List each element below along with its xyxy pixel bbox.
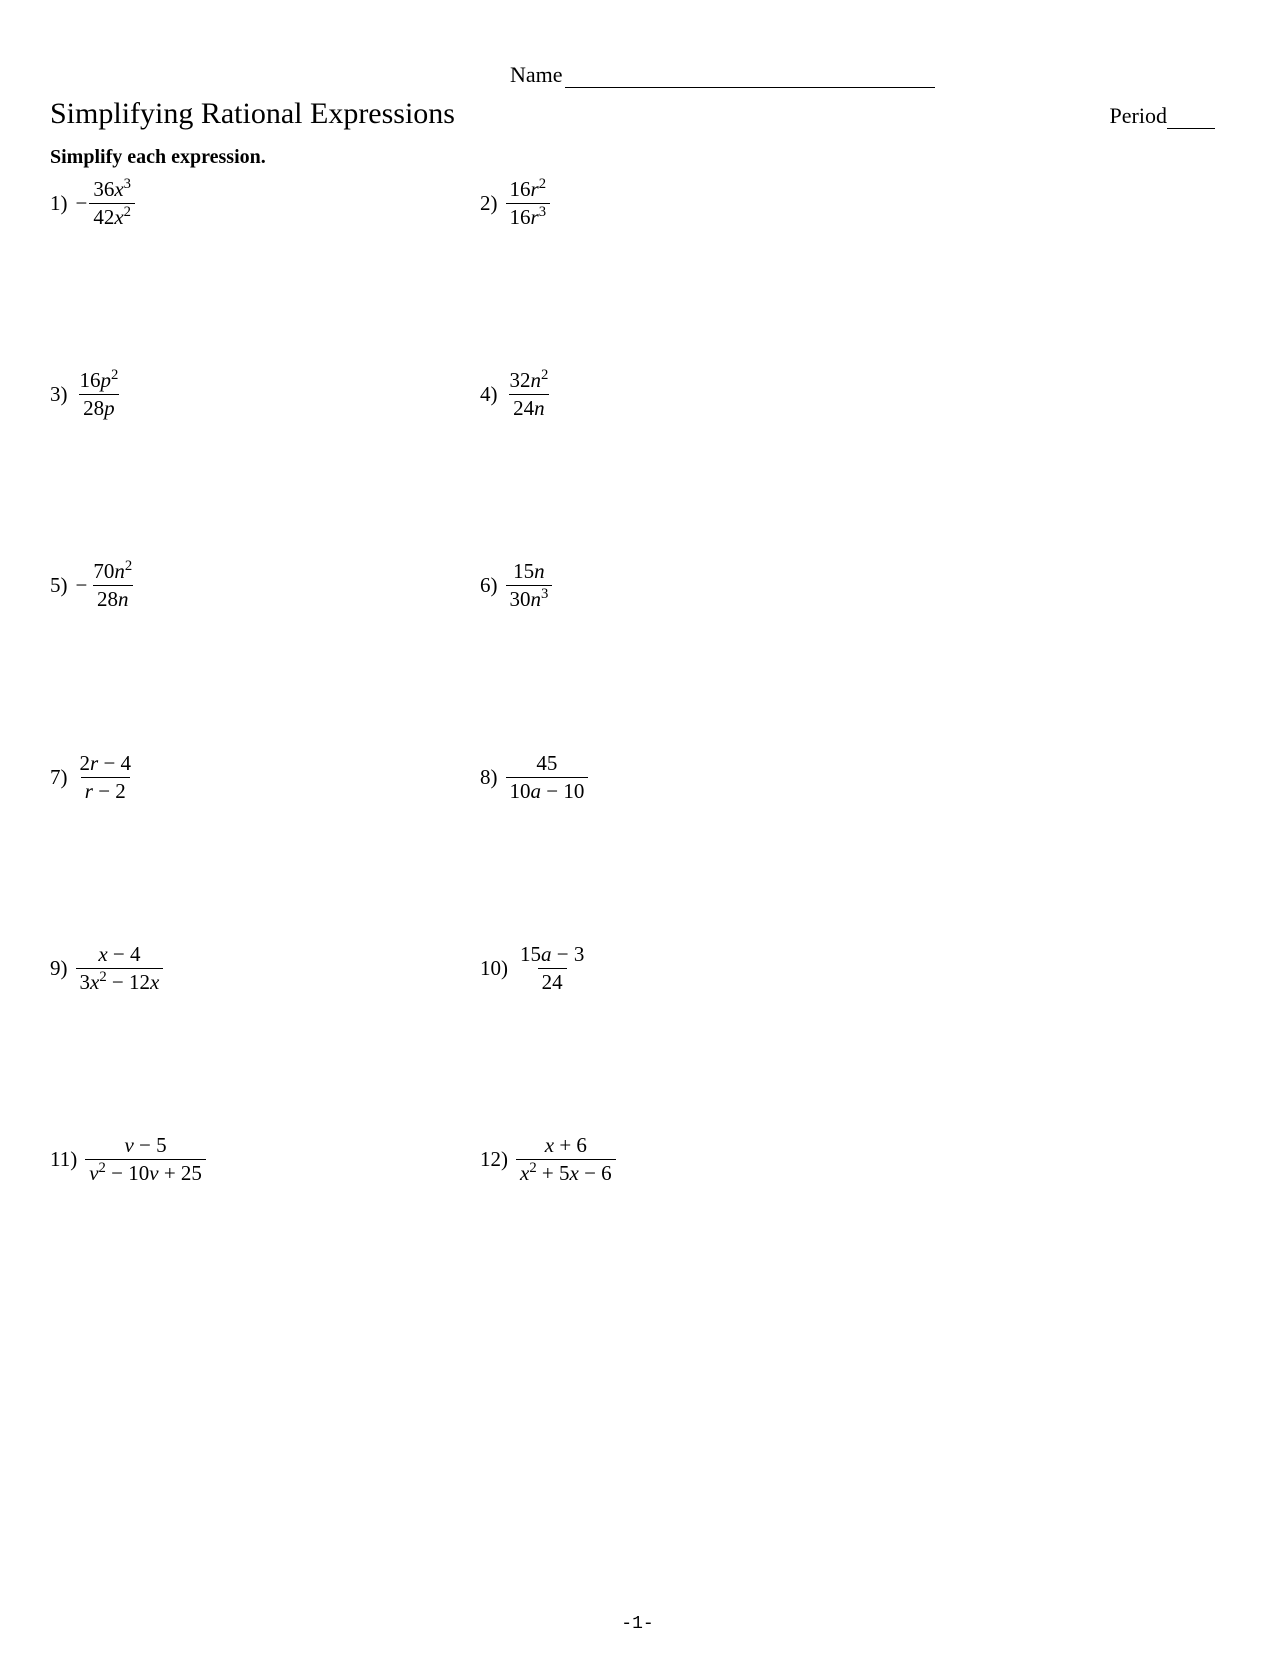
fraction: x − 43x2 − 12x bbox=[76, 943, 164, 994]
problem: 2) 16r216r3 bbox=[480, 178, 550, 229]
fraction: 16p228p bbox=[76, 369, 123, 420]
numerator: v − 5 bbox=[120, 1134, 170, 1159]
fraction: 4510a − 10 bbox=[506, 752, 589, 803]
name-field-container: Name bbox=[510, 62, 935, 88]
problem-number: 11) bbox=[50, 1147, 77, 1172]
problem-row: 5)−70n228n6)15n30n3 bbox=[50, 560, 1225, 611]
fraction: 15a − 324 bbox=[516, 943, 588, 994]
problem: 5)−70n228n bbox=[50, 560, 480, 611]
problem-row: 3) 16p228p 4) 32n224n bbox=[50, 369, 1225, 420]
negative-sign: − bbox=[76, 573, 88, 598]
denominator: 42x2 bbox=[89, 203, 135, 229]
numerator: x − 4 bbox=[94, 943, 144, 968]
denominator: 3x2 − 12x bbox=[76, 968, 164, 994]
denominator: 24n bbox=[509, 394, 549, 420]
period-underline bbox=[1167, 128, 1215, 129]
denominator: 28n bbox=[93, 585, 133, 611]
problem: 12) x + 6x2 + 5x − 6 bbox=[480, 1134, 616, 1185]
negative-sign: − bbox=[76, 191, 88, 216]
problem: 10) 15a − 324 bbox=[480, 943, 588, 994]
problem-number: 12) bbox=[480, 1147, 508, 1172]
fraction: 32n224n bbox=[506, 369, 553, 420]
problem-number: 2) bbox=[480, 191, 498, 216]
fraction: v − 5v2 − 10v + 25 bbox=[85, 1134, 206, 1185]
denominator: 16r3 bbox=[506, 203, 551, 229]
problem: 8) 4510a − 10 bbox=[480, 752, 588, 803]
denominator: v2 − 10v + 25 bbox=[85, 1159, 206, 1185]
problem-row: 1)−36x342x22)16r216r3 bbox=[50, 178, 1225, 229]
problem: 6) 15n30n3 bbox=[480, 560, 552, 611]
problem-number: 10) bbox=[480, 956, 508, 981]
problem-number: 4) bbox=[480, 382, 498, 407]
problem-row: 11) v − 5v2 − 10v + 25 12) x + 6x2 + 5x − 6 bbox=[50, 1134, 1225, 1185]
problem-row: 9) x − 43x2 − 12x 10) 15a − 324 bbox=[50, 943, 1225, 994]
numerator: 15a − 3 bbox=[516, 943, 588, 968]
numerator: 36x3 bbox=[89, 178, 135, 203]
numerator: x + 6 bbox=[541, 1134, 591, 1159]
problem: 4) 32n224n bbox=[480, 369, 552, 420]
name-underline bbox=[565, 87, 935, 88]
denominator: r − 2 bbox=[81, 777, 130, 803]
denominator: 30n3 bbox=[506, 585, 553, 611]
problems-container: 1)−36x342x22)16r216r33)16p228p4)32n224n5… bbox=[50, 178, 1225, 1325]
numerator: 16p2 bbox=[76, 369, 123, 394]
numerator: 2r − 4 bbox=[76, 752, 136, 777]
title-row: Simplifying Rational Expressions Period bbox=[50, 97, 1215, 131]
numerator: 15n bbox=[509, 560, 549, 585]
problem: 1)−36x342x2 bbox=[50, 178, 480, 229]
numerator: 70n2 bbox=[89, 560, 136, 585]
numerator: 16r2 bbox=[506, 178, 551, 203]
page-number: -1- bbox=[621, 1614, 653, 1634]
fraction: 16r216r3 bbox=[506, 178, 551, 229]
fraction: 36x342x2 bbox=[89, 178, 135, 229]
instruction-text: Simplify each expression. bbox=[50, 146, 266, 169]
fraction: 2r − 4r − 2 bbox=[76, 752, 136, 803]
numerator: 32n2 bbox=[506, 369, 553, 394]
problem-number: 6) bbox=[480, 573, 498, 598]
problem-number: 5) bbox=[50, 573, 68, 598]
fraction: x + 6x2 + 5x − 6 bbox=[516, 1134, 616, 1185]
problem: 9) x − 43x2 − 12x bbox=[50, 943, 480, 994]
problem: 3) 16p228p bbox=[50, 369, 480, 420]
denominator: 24 bbox=[538, 968, 567, 994]
denominator: 28p bbox=[79, 394, 119, 420]
period-label: Period bbox=[1110, 103, 1167, 128]
denominator: x2 + 5x − 6 bbox=[516, 1159, 616, 1185]
denominator: 10a − 10 bbox=[506, 777, 589, 803]
problem-number: 9) bbox=[50, 956, 68, 981]
problem: 11) v − 5v2 − 10v + 25 bbox=[50, 1134, 480, 1185]
problem-number: 7) bbox=[50, 765, 68, 790]
problem-number: 8) bbox=[480, 765, 498, 790]
problem-number: 1) bbox=[50, 191, 68, 216]
fraction: 70n228n bbox=[89, 560, 136, 611]
name-label: Name bbox=[510, 62, 563, 87]
worksheet-title: Simplifying Rational Expressions bbox=[50, 97, 455, 131]
problem-number: 3) bbox=[50, 382, 68, 407]
problem: 7) 2r − 4r − 2 bbox=[50, 752, 480, 803]
fraction: 15n30n3 bbox=[506, 560, 553, 611]
numerator: 45 bbox=[532, 752, 561, 777]
problem-row: 7) 2r − 4r − 2 8) 4510a − 10 bbox=[50, 752, 1225, 803]
period-field-container: Period bbox=[1110, 103, 1215, 129]
